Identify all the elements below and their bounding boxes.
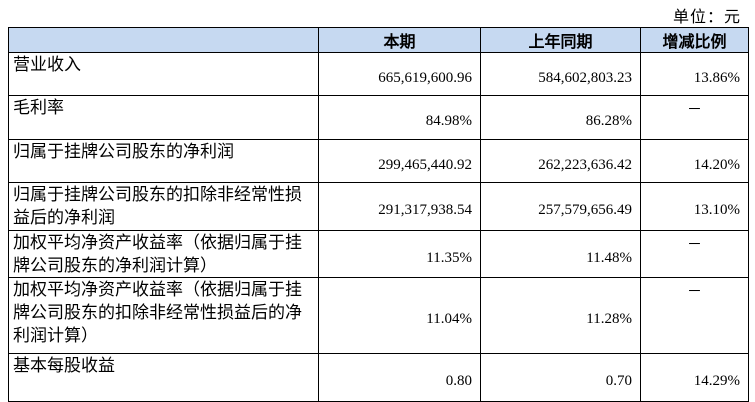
header-cell: 上年同期 (480, 27, 641, 53)
value-cell: 11.04% (318, 277, 481, 354)
unit-label: 单位：元 (672, 9, 741, 26)
value-cell: 11.35% (318, 230, 481, 278)
table-row: 毛利率 84.98% 86.28% － (8, 95, 749, 140)
row-label: 归属于挂牌公司股东的扣除非经常性损益后的净利润 (8, 182, 319, 231)
value-cell: 291,317,938.54 (318, 182, 481, 231)
header-cell: 增减比例 (640, 27, 749, 53)
table-row: 加权平均净资产收益率（依据归属于挂牌公司股东的扣除非经常性损益后的净利润计算） 1… (8, 277, 749, 354)
row-label: 加权平均净资产收益率（依据归属于挂牌公司股东的扣除非经常性损益后的净利润计算） (8, 277, 319, 354)
header-cell: 本期 (318, 27, 481, 53)
value-cell: 11.48% (480, 230, 641, 278)
value-cell: 665,619,600.96 (318, 52, 481, 96)
value-cell: 299,465,440.92 (318, 139, 481, 183)
value-cell: 13.10% (640, 182, 749, 231)
value-cell: 86.28% (480, 95, 641, 140)
table-row: 营业收入 665,619,600.96 584,602,803.23 13.86% (8, 52, 749, 96)
value-cell: － (640, 230, 749, 278)
header-cell (8, 27, 319, 53)
header-row: 本期 上年同期 增减比例 (8, 27, 749, 53)
value-cell: 257,579,656.49 (480, 182, 641, 231)
value-cell: － (640, 95, 749, 140)
row-label: 基本每股收益 (8, 353, 319, 402)
row-label: 归属于挂牌公司股东的净利润 (8, 139, 319, 183)
table-row: 基本每股收益 0.80 0.70 14.29% (8, 353, 749, 402)
value-cell: 11.28% (480, 277, 641, 354)
value-cell: － (640, 277, 749, 354)
financial-table: 本期 上年同期 增减比例 营业收入 665,619,600.96 584,602,803… (8, 27, 749, 402)
value-cell: 262,223,636.42 (480, 139, 641, 183)
value-cell: 84.98% (318, 95, 481, 140)
value-cell: 584,602,803.23 (480, 52, 641, 96)
row-label: 毛利率 (8, 95, 319, 140)
value-cell: 14.29% (640, 353, 749, 402)
value-cell: 0.80 (318, 353, 481, 402)
row-label: 营业收入 (8, 52, 319, 96)
value-cell: 0.70 (480, 353, 641, 402)
value-cell: 14.20% (640, 139, 749, 183)
value-cell: 13.86% (640, 52, 749, 96)
table-row: 加权平均净资产收益率（依据归属于挂牌公司股东的净利润计算） 11.35% 11.48… (8, 230, 749, 278)
table-row: 归属于挂牌公司股东的净利润 299,465,440.92 262,223,636.4… (8, 139, 749, 183)
row-label: 加权平均净资产收益率（依据归属于挂牌公司股东的净利润计算） (8, 230, 319, 278)
table-row: 归属于挂牌公司股东的扣除非经常性损益后的净利润 291,317,938.54 257… (8, 182, 749, 231)
